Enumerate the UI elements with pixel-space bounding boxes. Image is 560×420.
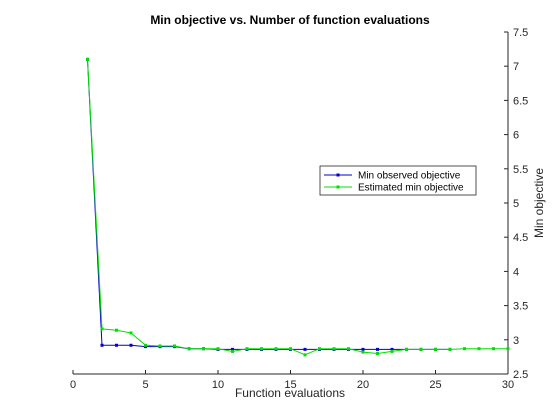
x-tick-label: 20	[357, 379, 369, 391]
data-point	[129, 343, 133, 347]
data-point	[245, 347, 249, 351]
data-point	[303, 353, 307, 357]
data-point	[434, 347, 437, 351]
x-tick-label: 30	[502, 379, 514, 391]
x-axis-title: Function evaluations	[235, 386, 345, 400]
data-point	[303, 347, 307, 351]
x-tick-label: 25	[429, 379, 441, 391]
data-point	[274, 347, 278, 351]
data-point	[231, 347, 234, 351]
y-ticks: 2.5 3 3.5 4 4.5 5 5.5 6 6.5 7 7.5	[504, 27, 528, 381]
data-point	[463, 347, 466, 351]
series-0	[86, 57, 452, 351]
y-tick-label: 2.5	[513, 369, 528, 381]
y-tick-label: 4	[513, 266, 519, 278]
legend-box	[319, 165, 477, 196]
legend-swatch-marker	[336, 173, 340, 177]
axes	[73, 32, 509, 375]
y-tick-label: 6.5	[513, 95, 528, 107]
x-tick-label: 10	[212, 379, 224, 391]
data-point	[289, 347, 292, 351]
data-point	[86, 57, 89, 61]
data-point	[158, 344, 162, 348]
data-point	[347, 347, 350, 351]
data-point	[115, 328, 118, 332]
data-point	[405, 347, 408, 351]
data-point	[376, 351, 379, 355]
y-tick-label: 3.5	[513, 301, 528, 313]
data-point	[129, 331, 133, 335]
series-1	[86, 57, 510, 357]
legend-label: Estimated min objective	[358, 183, 464, 194]
data-point	[173, 344, 176, 348]
data-point	[260, 347, 263, 351]
data-point	[318, 347, 321, 351]
data-point	[477, 347, 481, 351]
data-point	[332, 347, 336, 351]
series-line	[87, 59, 508, 356]
data-point	[448, 347, 452, 351]
y-tick-label: 7.5	[513, 27, 528, 39]
data-point	[506, 347, 510, 351]
data-point	[361, 350, 365, 354]
data-point	[231, 349, 234, 353]
data-point	[100, 343, 104, 347]
data-point	[376, 347, 379, 351]
data-point	[492, 347, 495, 351]
plot-series	[86, 57, 510, 357]
legend-label: Min observed objective	[358, 171, 461, 182]
y-tick-label: 6	[513, 130, 519, 142]
series-line	[87, 59, 450, 350]
y-tick-label: 5.5	[513, 164, 528, 176]
data-point	[361, 347, 365, 351]
y-axis-title: Min objective	[532, 168, 546, 238]
data-point	[144, 343, 147, 347]
data-point	[390, 347, 394, 351]
x-tick-label: 15	[284, 379, 296, 391]
data-point	[187, 347, 191, 351]
x-tick-label: 0	[70, 379, 76, 391]
data-point	[202, 347, 205, 351]
data-point	[216, 347, 220, 351]
data-point	[419, 347, 423, 351]
y-tick-label: 4.5	[513, 232, 528, 244]
legend-swatch-marker	[336, 185, 340, 189]
x-tick-label: 5	[142, 379, 148, 391]
chart-title: Min objective vs. Number of function eva…	[150, 13, 430, 27]
data-point	[390, 349, 394, 353]
data-point	[100, 327, 104, 331]
data-point	[115, 343, 118, 347]
y-tick-label: 5	[513, 198, 519, 210]
x-ticks: 0 5 10 15 20 25 30	[70, 370, 514, 391]
y-tick-label: 3	[513, 335, 519, 347]
y-tick-label: 7	[513, 61, 519, 73]
